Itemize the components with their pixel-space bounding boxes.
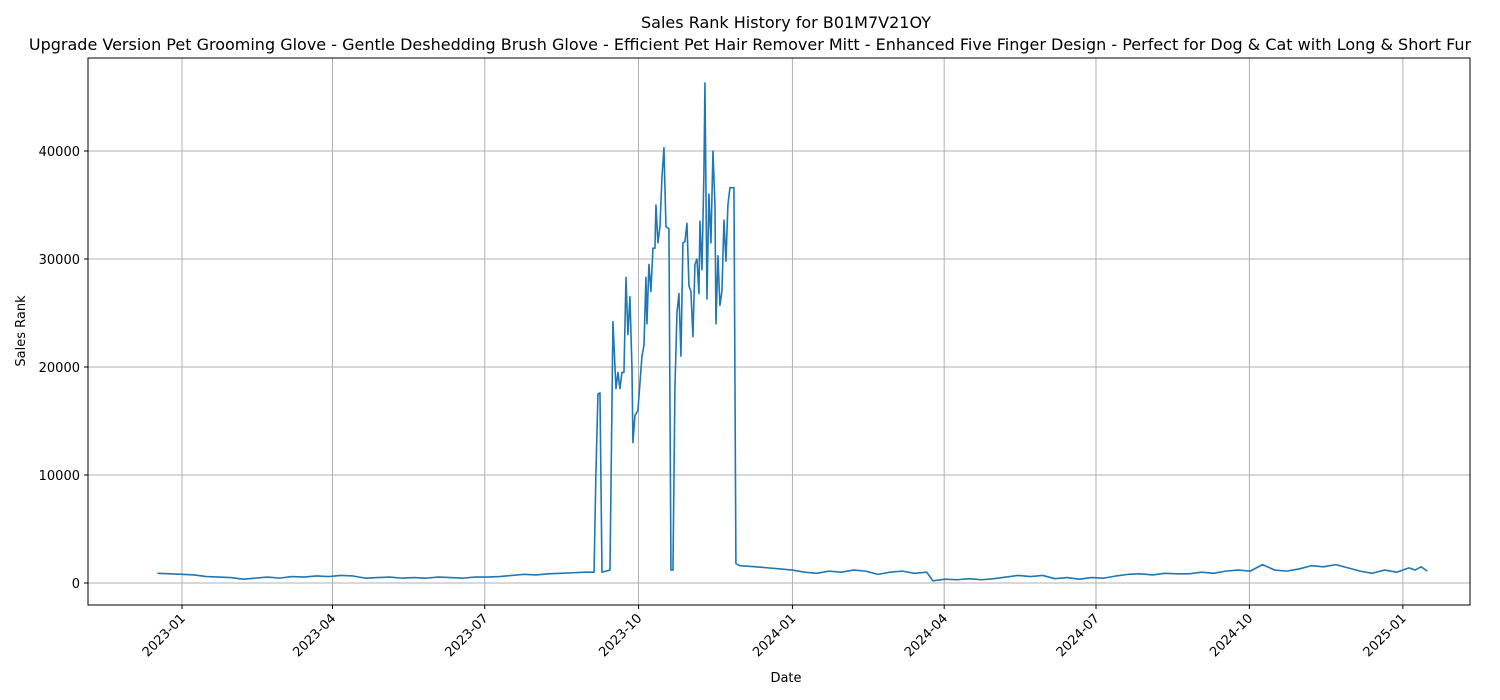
x-tick-label: 2024-10 xyxy=(1207,611,1256,660)
chart-title: Sales Rank History for B01M7V21OY xyxy=(641,13,931,32)
y-tick-label: 0 xyxy=(72,577,80,592)
y-tick-label: 40000 xyxy=(39,145,80,160)
x-tick-label: 2024-04 xyxy=(902,611,951,660)
chart-subtitle: Upgrade Version Pet Grooming Glove - Gen… xyxy=(29,35,1472,54)
x-tick-label: 2024-01 xyxy=(750,611,799,660)
line xyxy=(157,82,1428,582)
x-tick-label: 2023-01 xyxy=(140,611,189,660)
x-tick-label: 2023-07 xyxy=(443,611,492,660)
y-tick-label: 30000 xyxy=(39,253,80,268)
y-axis-label: Sales Rank xyxy=(14,295,29,367)
x-tick-label: 2024-07 xyxy=(1054,611,1103,660)
x-axis-label: Date xyxy=(770,671,801,686)
x-tick-label: 2023-04 xyxy=(290,611,339,660)
x-tick-label: 2025-01 xyxy=(1361,611,1410,660)
y-tick-label: 10000 xyxy=(39,469,80,484)
y-tick-label: 20000 xyxy=(39,361,80,376)
plot-frame xyxy=(87,57,1471,606)
x-tick-label: 2023-10 xyxy=(596,611,645,660)
